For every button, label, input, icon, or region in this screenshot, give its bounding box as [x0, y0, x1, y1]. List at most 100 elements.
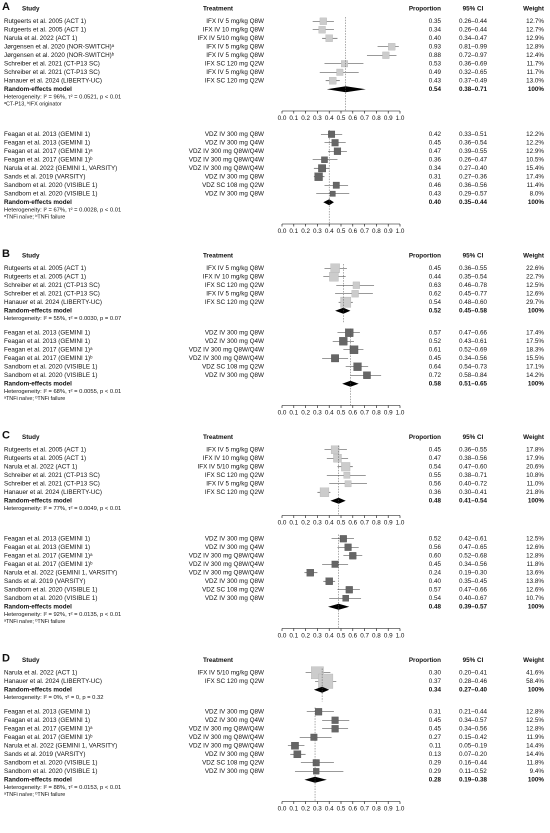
treatment: VDZ IV 300 mg Q8W: [205, 190, 264, 197]
study-name: Rutgeerts et al. 2005 (ACT 1): [4, 273, 86, 280]
weight: 12.8%: [526, 708, 544, 715]
x-tick-label: 0.6: [348, 410, 357, 417]
x-tick-label: 0.9: [384, 115, 393, 122]
treatment: VDZ IV 300 mg Q8W: [205, 131, 264, 138]
column-header: Weight: [523, 6, 545, 13]
weight: 8.0%: [530, 190, 545, 197]
treatment: VDZ IV 300 mg Q8W: [205, 535, 264, 542]
treatment: IFX SC 120 mg Q2W: [205, 472, 264, 479]
ci-text: 0.39–0.55: [459, 148, 488, 155]
estimate-box: [331, 354, 339, 363]
estimate-box: [353, 362, 362, 371]
weight: 12.9%: [526, 35, 544, 42]
study-name: Feagan et al. 2017 (GEMINI 1)ᵃ: [4, 346, 93, 353]
ci-text: 0.34–0.56: [459, 561, 488, 568]
ci-text: 0.33–0.51: [459, 131, 488, 138]
proportion: 0.54: [429, 463, 442, 470]
study-name: Narula et al. 2022 (ACT 1): [4, 669, 77, 676]
x-tick-label: 0.1: [289, 806, 298, 813]
proportion: 0.43: [429, 190, 442, 197]
column-header: Weight: [523, 434, 545, 441]
x-tick-label: 0.8: [372, 228, 381, 235]
x-tick-label: 0.1: [289, 633, 298, 640]
ci-text: 0.45–0.77: [459, 290, 488, 297]
column-header: Treatment: [203, 6, 234, 13]
x-tick-label: 0.8: [372, 633, 381, 640]
study-name: Hanauer et al. 2024 (LIBERTY-UC): [4, 77, 102, 84]
heterogeneity: Heterogeneity: I² = 67%, τ² = 0.0028, p …: [4, 208, 121, 214]
treatment: VDZ IV 300 mg Q8W: [205, 595, 264, 602]
estimate-box: [351, 290, 359, 298]
x-tick-label: 0.4: [325, 115, 334, 122]
column-header: Proportion: [409, 253, 441, 260]
study-name: Rutgeerts et al. 2005 (ACT 1): [4, 446, 86, 453]
ci-text: 0.39–0.57: [459, 603, 488, 610]
heterogeneity: Heterogeneity: I² = 92%, τ² = 0.0135, p …: [4, 612, 121, 618]
proportion: 0.64: [429, 363, 442, 370]
proportion: 0.31: [429, 173, 442, 180]
proportion: 0.29: [429, 759, 442, 766]
weight: 12.6%: [526, 544, 544, 551]
ci-text: 0.35–0.45: [459, 578, 488, 585]
random-effects-label: Random-effects model: [4, 686, 72, 693]
study-name: Narula et al. 2022 (GEMINI 1, VARSITY): [4, 569, 117, 576]
proportion: 0.45: [429, 265, 442, 272]
proportion: 0.48: [429, 603, 442, 610]
proportion: 0.24: [429, 569, 442, 576]
ci-text: 0.47–0.66: [459, 329, 488, 336]
random-effects-label: Random-effects model: [4, 603, 72, 610]
study-name: Sandborn et al. 2020 (VISIBLE 1): [4, 595, 97, 602]
ci-text: 0.46–0.78: [459, 282, 488, 289]
estimate-box: [349, 345, 359, 354]
random-effects-label: Random-effects model: [4, 776, 72, 783]
study-name: Feagan et al. 2013 (GEMINI 1): [4, 544, 90, 551]
x-tick-label: 0.3: [313, 115, 322, 122]
study-name: Sandborn et al. 2020 (VISIBLE 1): [4, 372, 97, 379]
treatment: VDZ IV 300 mg Q8W/Q4W: [189, 552, 264, 559]
ci-text: 0.30–0.41: [459, 489, 488, 496]
proportion: 0.35: [429, 18, 442, 25]
proportion: 0.54: [429, 299, 442, 306]
x-tick-label: 1.0: [396, 806, 405, 813]
estimate-box: [345, 586, 353, 594]
ci-text: 0.40–0.67: [459, 595, 488, 602]
weight: 17.8%: [526, 446, 544, 453]
ci-text: 0.38–0.71: [459, 86, 488, 93]
estimate-box: [318, 673, 334, 689]
x-tick-label: 1.0: [396, 633, 405, 640]
treatment: VDZ IV 300 mg Q8W/Q4W: [189, 165, 264, 172]
weight: 17.4%: [526, 173, 544, 180]
treatment: VDZ SC 108 mg Q2W: [202, 759, 264, 766]
estimate-box: [315, 708, 323, 716]
study-name: Feagan et al. 2017 (GEMINI 1)ᵇ: [4, 561, 93, 568]
study-name: Rutgeerts et al. 2005 (ACT 1): [4, 26, 86, 33]
x-tick-label: 0.5: [337, 228, 346, 235]
column-header: Proportion: [409, 6, 441, 13]
proportion: 0.11: [429, 742, 441, 749]
treatment: VDZ IV 300 mg Q8W/Q4W: [189, 725, 264, 732]
weight: 15.5%: [526, 355, 544, 362]
column-header: Study: [22, 6, 40, 13]
x-tick-label: 0.7: [360, 633, 369, 640]
column-header: Weight: [523, 657, 545, 664]
weight: 22.7%: [526, 273, 544, 280]
weight: 17.1%: [526, 363, 544, 370]
x-tick-label: 1.0: [396, 520, 405, 527]
proportion: 0.43: [429, 77, 442, 84]
weight: 12.5%: [526, 282, 544, 289]
weight: 13.8%: [526, 578, 544, 585]
column-header: Proportion: [409, 434, 441, 441]
study-name: Narula et al. 2022 (GEMINI 1, VARSITY): [4, 165, 117, 172]
treatment: VDZ IV 300 mg Q8W/Q4W: [189, 742, 264, 749]
weight: 29.7%: [526, 299, 544, 306]
treatment: VDZ SC 108 mg Q2W: [202, 182, 264, 189]
weight: 10.5%: [526, 156, 544, 163]
estimate-box: [344, 480, 352, 488]
column-header: Treatment: [203, 657, 234, 664]
weight: 12.6%: [526, 290, 544, 297]
proportion: 0.52: [429, 307, 442, 314]
heterogeneity: Heterogeneity: I² = 96%, τ² = 0.0521, p …: [4, 95, 121, 101]
proportion: 0.34: [429, 165, 442, 172]
weight: 14.2%: [526, 372, 544, 379]
estimate-box: [329, 190, 336, 197]
